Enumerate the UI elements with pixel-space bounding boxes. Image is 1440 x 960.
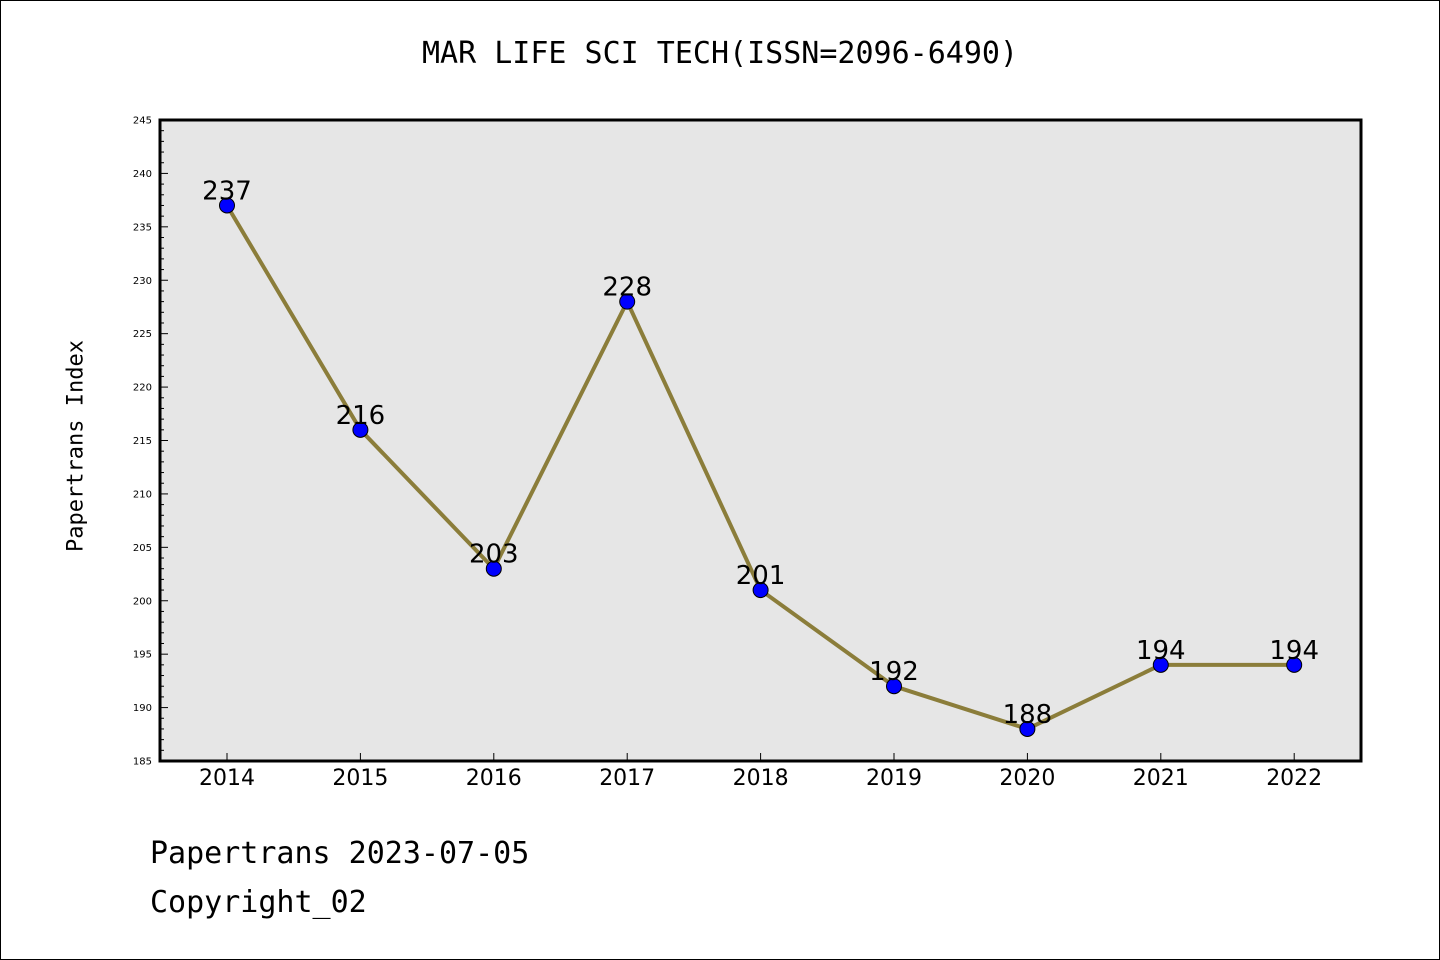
y-tick-label: 230 [133, 276, 152, 287]
y-tick-label: 220 [133, 383, 152, 394]
y-tick-label: 190 [133, 703, 152, 714]
data-label: 188 [1003, 700, 1053, 730]
data-label: 228 [602, 273, 652, 303]
data-point [886, 678, 902, 695]
x-tick-label: 2022 [1266, 766, 1322, 791]
y-axis: 185 190 195 200 205 210 215 220 225 230 235 240 245 [133, 116, 168, 768]
x-tick-label: 2014 [199, 766, 255, 791]
y-tick-label: 215 [133, 436, 152, 447]
data-label: 216 [336, 401, 386, 431]
data-point [485, 560, 502, 577]
y-tick-label: 195 [133, 650, 152, 661]
y-tick-label: 205 [133, 543, 152, 554]
data-point [1152, 656, 1169, 673]
y-tick-label: 235 [133, 222, 152, 233]
data-label: 203 [469, 540, 519, 570]
series-layer [219, 197, 1303, 737]
x-tick-label: 2019 [866, 766, 922, 791]
data-point [1286, 656, 1303, 673]
x-tick-label: 2018 [733, 766, 789, 791]
data-label-layer: 237 216 203 228 201 192 188 194 194 [202, 176, 1319, 729]
data-point [752, 582, 769, 599]
data-label: 192 [869, 657, 919, 687]
footer-date-text: Papertrans 2023-07-05 [150, 836, 530, 871]
x-tick-label: 2017 [599, 766, 655, 791]
data-label: 201 [736, 561, 786, 591]
y-tick-label: 225 [133, 329, 152, 340]
data-label: 194 [1136, 636, 1186, 666]
x-axis: 2014 2015 2016 2017 2018 2019 2020 2021 2022 [199, 753, 1322, 791]
data-point [619, 293, 636, 310]
data-label: 194 [1269, 636, 1319, 666]
x-tick-label: 2016 [466, 766, 522, 791]
chart-title: MAR LIFE SCI TECH(ISSN=2096-6490) [421, 36, 1019, 71]
y-tick-label: 185 [133, 757, 152, 768]
y-tick-label: 210 [133, 489, 152, 500]
x-tick-label: 2020 [999, 766, 1055, 791]
plot-area [158, 118, 1363, 763]
y-tick-label: 200 [133, 596, 152, 607]
data-point [352, 421, 369, 438]
data-point [219, 197, 235, 214]
x-tick-label: 2021 [1133, 766, 1189, 791]
x-tick-label: 2015 [332, 766, 388, 791]
data-point [1019, 720, 1036, 737]
y-tick-label: 240 [133, 169, 152, 180]
data-label: 237 [202, 176, 252, 206]
footer-copyright-text: Copyright_02 [150, 885, 367, 920]
y-tick-label: 245 [133, 116, 152, 127]
